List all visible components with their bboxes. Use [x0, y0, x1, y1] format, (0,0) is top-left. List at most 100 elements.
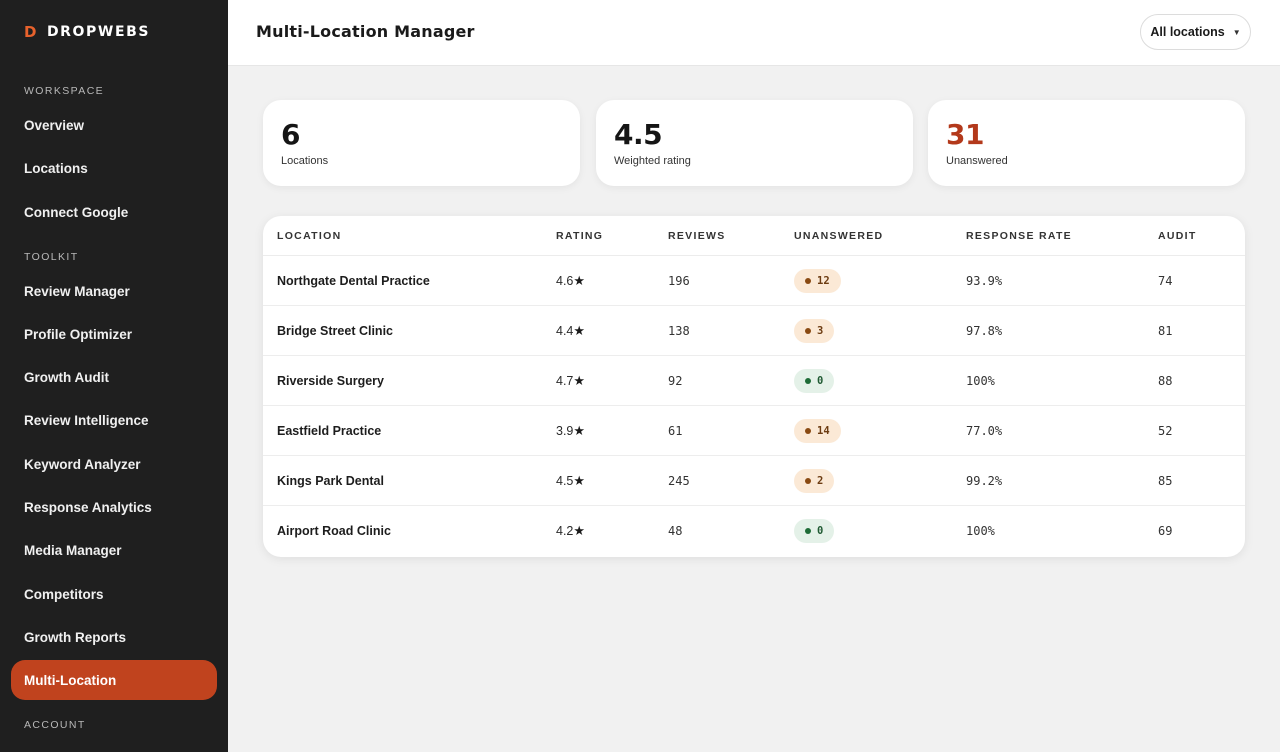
stat-value: 6 — [281, 118, 300, 151]
sidebar-item-review-manager[interactable]: Review Manager — [24, 283, 130, 299]
location-name[interactable]: Northgate Dental Practice — [277, 274, 430, 288]
column-header-reviews[interactable]: REVIEWS — [668, 230, 726, 242]
audit-score: 74 — [1158, 274, 1173, 288]
unanswered-cell: 0 — [794, 356, 835, 406]
rating-value: 4.6 — [556, 274, 574, 288]
rating-cell: 4.7 ★ — [556, 356, 585, 406]
nav-section-account: ACCOUNT — [24, 719, 86, 731]
unanswered-cell: 2 — [794, 456, 835, 506]
unanswered-count: 3 — [817, 325, 824, 337]
unanswered-badge: 0 — [794, 519, 835, 543]
unanswered-cell: 0 — [794, 506, 835, 556]
column-header-rating[interactable]: RATING — [556, 230, 604, 242]
unanswered-badge: 0 — [794, 369, 835, 393]
location-name[interactable]: Bridge Street Clinic — [277, 324, 393, 338]
star-icon: ★ — [573, 323, 586, 338]
brand-logo[interactable]: D DROPWEBS — [24, 22, 150, 42]
location-filter-value: All locations — [1150, 25, 1225, 39]
sidebar-item-connect-google[interactable]: Connect Google — [24, 204, 129, 220]
star-icon: ★ — [573, 473, 586, 488]
nav-section-workspace: WORKSPACE — [24, 85, 105, 97]
location-name[interactable]: Eastfield Practice — [277, 424, 382, 438]
column-header-unanswered[interactable]: UNANSWERED — [794, 230, 884, 242]
rating-value: 4.4 — [556, 324, 574, 338]
sidebar-item-review-intelligence[interactable]: Review Intelligence — [24, 412, 149, 428]
stat-value: 4.5 — [614, 118, 663, 151]
table-header: LOCATION RATING REVIEWS UNANSWERED RESPO… — [263, 216, 1245, 256]
sidebar-item-growth-audit[interactable]: Growth Audit — [24, 369, 109, 385]
reviews-count: 92 — [668, 374, 683, 388]
response-rate: 77.0% — [966, 424, 1003, 438]
sidebar-item-competitors[interactable]: Competitors — [24, 586, 104, 602]
dot-icon — [805, 278, 811, 284]
stat-label: Unanswered — [946, 155, 1008, 167]
response-rate: 100% — [966, 374, 995, 388]
rating-value: 3.9 — [556, 424, 574, 438]
unanswered-cell: 14 — [794, 406, 841, 456]
sidebar-item-media-manager[interactable]: Media Manager — [24, 542, 122, 558]
sidebar-item-locations[interactable]: Locations — [24, 160, 88, 176]
unanswered-count: 0 — [817, 375, 824, 387]
audit-score: 69 — [1158, 524, 1173, 538]
rating-cell: 3.9 ★ — [556, 406, 585, 456]
sidebar-item-multi-location[interactable]: Multi-Location — [11, 660, 217, 700]
reviews-count: 196 — [668, 274, 690, 288]
sidebar-item-profile-optimizer[interactable]: Profile Optimizer — [24, 326, 133, 342]
response-rate: 99.2% — [966, 474, 1003, 488]
star-icon: ★ — [573, 273, 586, 288]
page-title: Multi-Location Manager — [256, 22, 475, 41]
table-row[interactable]: Riverside Surgery 4.7 ★ 92 0 100% 88 — [263, 356, 1245, 406]
unanswered-badge: 12 — [794, 269, 841, 293]
rating-value: 4.7 — [556, 374, 574, 388]
location-name[interactable]: Airport Road Clinic — [277, 524, 391, 538]
audit-score: 88 — [1158, 374, 1173, 388]
audit-score: 81 — [1158, 324, 1173, 338]
brand-name: DROPWEBS — [46, 24, 151, 40]
stat-label: Weighted rating — [614, 155, 691, 167]
location-name[interactable]: Kings Park Dental — [277, 474, 384, 488]
unanswered-count: 14 — [817, 425, 830, 437]
column-header-location[interactable]: LOCATION — [277, 230, 342, 242]
stat-label: Locations — [281, 155, 329, 167]
table-row[interactable]: Northgate Dental Practice 4.6 ★ 196 12 93.9% 7… — [263, 256, 1245, 306]
star-icon: ★ — [573, 423, 586, 438]
rating-cell: 4.6 ★ — [556, 256, 585, 306]
sidebar: D DROPWEBS WORKSPACE Overview Locations … — [0, 0, 228, 752]
dot-icon — [805, 478, 811, 484]
column-header-response-rate[interactable]: RESPONSE RATE — [966, 230, 1072, 242]
location-name[interactable]: Riverside Surgery — [277, 374, 384, 388]
unanswered-badge: 2 — [794, 469, 835, 493]
star-icon: ★ — [573, 523, 586, 538]
unanswered-count: 0 — [817, 525, 824, 537]
response-rate: 100% — [966, 524, 995, 538]
audit-score: 85 — [1158, 474, 1173, 488]
location-filter-dropdown[interactable]: All locations ▼ — [1140, 14, 1251, 50]
stat-card-unanswered: 31 Unanswered — [928, 100, 1245, 186]
star-icon: ★ — [573, 373, 586, 388]
column-header-audit[interactable]: AUDIT — [1158, 230, 1197, 242]
unanswered-count: 2 — [817, 475, 824, 487]
unanswered-badge: 3 — [794, 319, 835, 343]
reviews-count: 61 — [668, 424, 683, 438]
page-header: Multi-Location Manager All locations ▼ — [228, 0, 1280, 66]
sidebar-item-keyword-analyzer[interactable]: Keyword Analyzer — [24, 456, 141, 472]
reviews-count: 48 — [668, 524, 683, 538]
sidebar-item-growth-reports[interactable]: Growth Reports — [24, 629, 127, 645]
table-row[interactable]: Bridge Street Clinic 4.4 ★ 138 3 97.8% 81 — [263, 306, 1245, 356]
stat-value: 31 — [946, 118, 984, 151]
rating-value: 4.5 — [556, 474, 574, 488]
sidebar-item-response-analytics[interactable]: Response Analytics — [24, 499, 152, 515]
unanswered-count: 12 — [817, 275, 830, 287]
unanswered-cell: 3 — [794, 306, 835, 356]
dot-icon — [805, 428, 811, 434]
table-row[interactable]: Airport Road Clinic 4.2 ★ 48 0 100% 69 — [263, 506, 1245, 556]
response-rate: 93.9% — [966, 274, 1003, 288]
sidebar-item-overview[interactable]: Overview — [24, 117, 85, 133]
reviews-count: 138 — [668, 324, 690, 338]
rating-cell: 4.5 ★ — [556, 456, 585, 506]
unanswered-badge: 14 — [794, 419, 841, 443]
dot-icon — [805, 378, 811, 384]
table-row[interactable]: Eastfield Practice 3.9 ★ 61 14 77.0% 52 — [263, 406, 1245, 456]
table-row[interactable]: Kings Park Dental 4.5 ★ 245 2 99.2% 85 — [263, 456, 1245, 506]
response-rate: 97.8% — [966, 324, 1003, 338]
